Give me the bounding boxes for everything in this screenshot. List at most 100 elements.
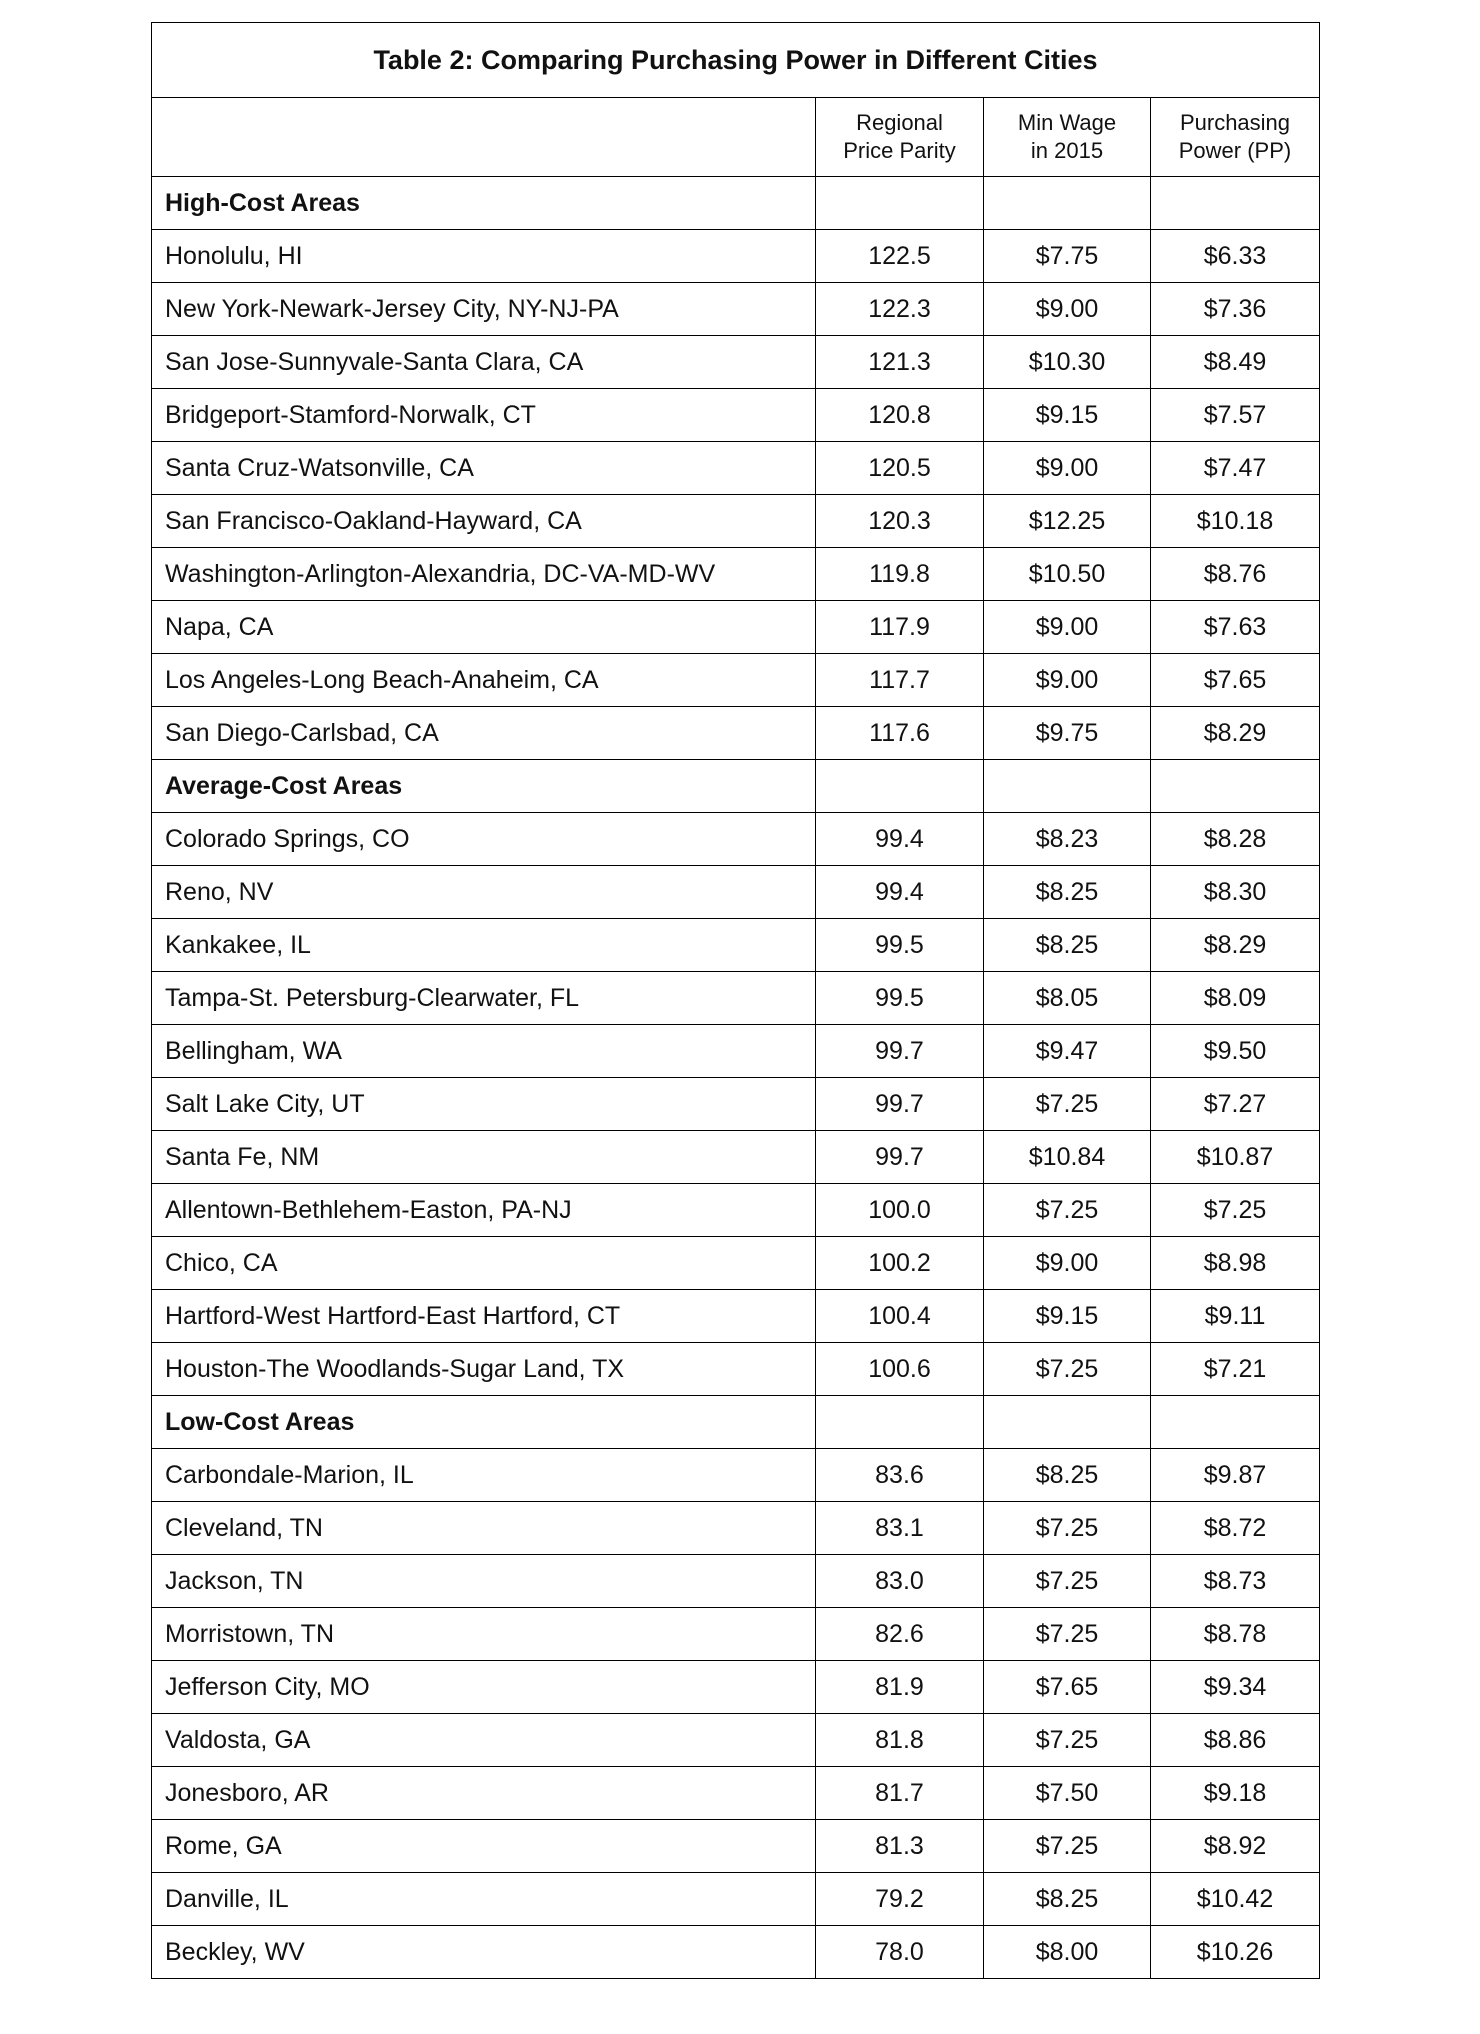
value-cell: $6.33: [1150, 229, 1320, 283]
data-row: Reno, NV 99.4 $8.25 $8.30: [151, 865, 1320, 919]
empty-cell: [983, 176, 1151, 230]
data-row: Santa Cruz-Watsonville, CA 120.5 $9.00 $7.4…: [151, 441, 1320, 495]
value-cell: $7.25: [983, 1183, 1151, 1237]
value-cell: $7.75: [983, 229, 1151, 283]
value-cell: $8.30: [1150, 865, 1320, 919]
empty-cell: [815, 176, 984, 230]
value-cell: 83.6: [815, 1448, 984, 1502]
value-cell: 78.0: [815, 1925, 984, 1979]
city-cell: Salt Lake City, UT: [151, 1077, 816, 1131]
value-cell: $8.29: [1150, 706, 1320, 760]
empty-cell: [815, 1395, 984, 1449]
city-cell: San Diego-Carlsbad, CA: [151, 706, 816, 760]
value-cell: $9.15: [983, 1289, 1151, 1343]
value-cell: $8.73: [1150, 1554, 1320, 1608]
section-title: Low-Cost Areas: [151, 1395, 816, 1449]
value-cell: $7.63: [1150, 600, 1320, 654]
value-cell: $9.18: [1150, 1766, 1320, 1820]
city-cell: Beckley, WV: [151, 1925, 816, 1979]
value-cell: $7.21: [1150, 1342, 1320, 1396]
value-cell: $7.25: [983, 1713, 1151, 1767]
header-line: in 2015: [1030, 138, 1104, 163]
value-cell: $7.27: [1150, 1077, 1320, 1131]
data-row: Beckley, WV 78.0 $8.00 $10.26: [151, 1925, 1320, 1979]
data-row: Morristown, TN 82.6 $7.25 $8.78: [151, 1607, 1320, 1661]
data-row: San Diego-Carlsbad, CA 117.6 $9.75 $8.29: [151, 706, 1320, 760]
city-cell: Hartford-West Hartford-East Hartford, CT: [151, 1289, 816, 1343]
value-cell: 120.5: [815, 441, 984, 495]
data-row: San Francisco-Oakland-Hayward, CA 120.3 $1…: [151, 494, 1320, 548]
header-line: Regional: [856, 110, 943, 135]
value-cell: $9.34: [1150, 1660, 1320, 1714]
data-row: Chico, CA 100.2 $9.00 $8.98: [151, 1236, 1320, 1290]
data-row: Los Angeles-Long Beach-Anaheim, CA 117.7 $…: [151, 653, 1320, 707]
value-cell: 122.5: [815, 229, 984, 283]
table-title: Table 2: Comparing Purchasing Power in D…: [151, 22, 1320, 98]
value-cell: $8.86: [1150, 1713, 1320, 1767]
value-cell: $8.23: [983, 812, 1151, 866]
value-cell: $9.11: [1150, 1289, 1320, 1343]
city-cell: Cleveland, TN: [151, 1501, 816, 1555]
city-cell: Reno, NV: [151, 865, 816, 919]
value-cell: $7.25: [983, 1607, 1151, 1661]
section-row: High-Cost Areas: [151, 176, 1320, 230]
section-title: Average-Cost Areas: [151, 759, 816, 813]
value-cell: 100.4: [815, 1289, 984, 1343]
value-cell: $9.00: [983, 441, 1151, 495]
value-cell: $10.84: [983, 1130, 1151, 1184]
empty-cell: [1150, 176, 1320, 230]
column-header: Min Wage in 2015: [983, 97, 1151, 177]
value-cell: $9.00: [983, 600, 1151, 654]
city-cell: Tampa-St. Petersburg-Clearwater, FL: [151, 971, 816, 1025]
empty-cell: [815, 759, 984, 813]
value-cell: $10.30: [983, 335, 1151, 389]
value-cell: $8.29: [1150, 918, 1320, 972]
value-cell: 99.4: [815, 812, 984, 866]
value-cell: $8.05: [983, 971, 1151, 1025]
city-cell: Chico, CA: [151, 1236, 816, 1290]
city-cell: Santa Fe, NM: [151, 1130, 816, 1184]
data-row: Jonesboro, AR 81.7 $7.50 $9.18: [151, 1766, 1320, 1820]
empty-cell: [983, 1395, 1151, 1449]
value-cell: $12.25: [983, 494, 1151, 548]
value-cell: 100.6: [815, 1342, 984, 1396]
value-cell: 99.7: [815, 1077, 984, 1131]
value-cell: $7.25: [1150, 1183, 1320, 1237]
value-cell: $7.25: [983, 1077, 1151, 1131]
value-cell: 81.8: [815, 1713, 984, 1767]
value-cell: $7.47: [1150, 441, 1320, 495]
value-cell: 117.9: [815, 600, 984, 654]
data-row: New York-Newark-Jersey City, NY-NJ-PA 122…: [151, 282, 1320, 336]
value-cell: $8.25: [983, 865, 1151, 919]
city-cell: Morristown, TN: [151, 1607, 816, 1661]
city-cell: Jackson, TN: [151, 1554, 816, 1608]
value-cell: $7.36: [1150, 282, 1320, 336]
data-row: Honolulu, HI 122.5 $7.75 $6.33: [151, 229, 1320, 283]
value-cell: $8.72: [1150, 1501, 1320, 1555]
value-cell: 117.7: [815, 653, 984, 707]
city-cell: San Francisco-Oakland-Hayward, CA: [151, 494, 816, 548]
city-cell: Colorado Springs, CO: [151, 812, 816, 866]
value-cell: $7.25: [983, 1819, 1151, 1873]
value-cell: 122.3: [815, 282, 984, 336]
title-row: Table 2: Comparing Purchasing Power in D…: [151, 22, 1320, 98]
value-cell: 100.2: [815, 1236, 984, 1290]
value-cell: $9.87: [1150, 1448, 1320, 1502]
header-line: Power (PP): [1178, 138, 1292, 163]
value-cell: 81.7: [815, 1766, 984, 1820]
value-cell: $8.98: [1150, 1236, 1320, 1290]
value-cell: 100.0: [815, 1183, 984, 1237]
value-cell: $7.65: [1150, 653, 1320, 707]
value-cell: $10.18: [1150, 494, 1320, 548]
value-cell: $8.25: [983, 1872, 1151, 1926]
value-cell: $9.75: [983, 706, 1151, 760]
value-cell: $10.50: [983, 547, 1151, 601]
city-cell: Washington-Arlington-Alexandria, DC-VA-M…: [151, 547, 816, 601]
value-cell: $8.25: [983, 918, 1151, 972]
value-cell: $10.87: [1150, 1130, 1320, 1184]
section-row: Low-Cost Areas: [151, 1395, 1320, 1449]
value-cell: $7.25: [983, 1342, 1151, 1396]
city-cell: Bridgeport-Stamford-Norwalk, CT: [151, 388, 816, 442]
header-line: Price Parity: [843, 138, 956, 163]
data-row: Cleveland, TN 83.1 $7.25 $8.72: [151, 1501, 1320, 1555]
